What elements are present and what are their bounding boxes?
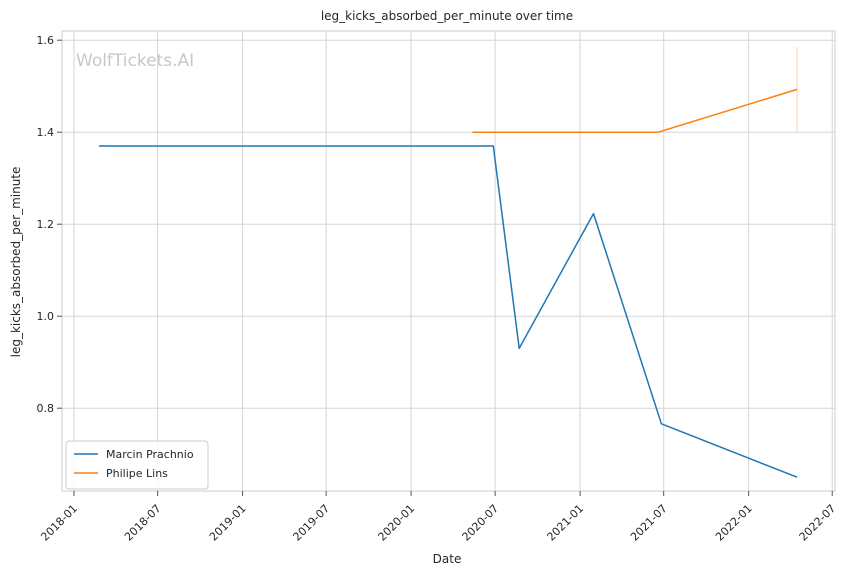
- y-tick-label: 1.6: [37, 34, 55, 47]
- legend-box: [65, 440, 209, 490]
- y-tick-label: 1.0: [37, 310, 55, 323]
- watermark: WolfTickets.AI: [76, 51, 194, 71]
- y-tick-label: 1.2: [37, 218, 55, 231]
- plot-frame: [61, 30, 836, 492]
- y-axis-ticks: 0.8 1.0 1.2 1.4 1.6: [37, 34, 62, 415]
- chart-title: leg_kicks_absorbed_per_minute over time: [321, 9, 573, 23]
- y-axis-label: leg_kicks_absorbed_per_minute: [9, 167, 23, 358]
- series-line-0: [98, 145, 798, 478]
- series-layer: [98, 47, 798, 478]
- legend: Marcin Prachnio Philipe Lins: [65, 440, 209, 490]
- legend-label: Philipe Lins: [106, 467, 168, 480]
- y-tick-label: 1.4: [37, 126, 55, 139]
- grid: [62, 31, 835, 491]
- y-tick-label: 0.8: [37, 402, 55, 415]
- legend-label: Marcin Prachnio: [106, 448, 194, 461]
- x-axis-label: Date: [433, 552, 462, 566]
- series-line-1: [472, 88, 798, 133]
